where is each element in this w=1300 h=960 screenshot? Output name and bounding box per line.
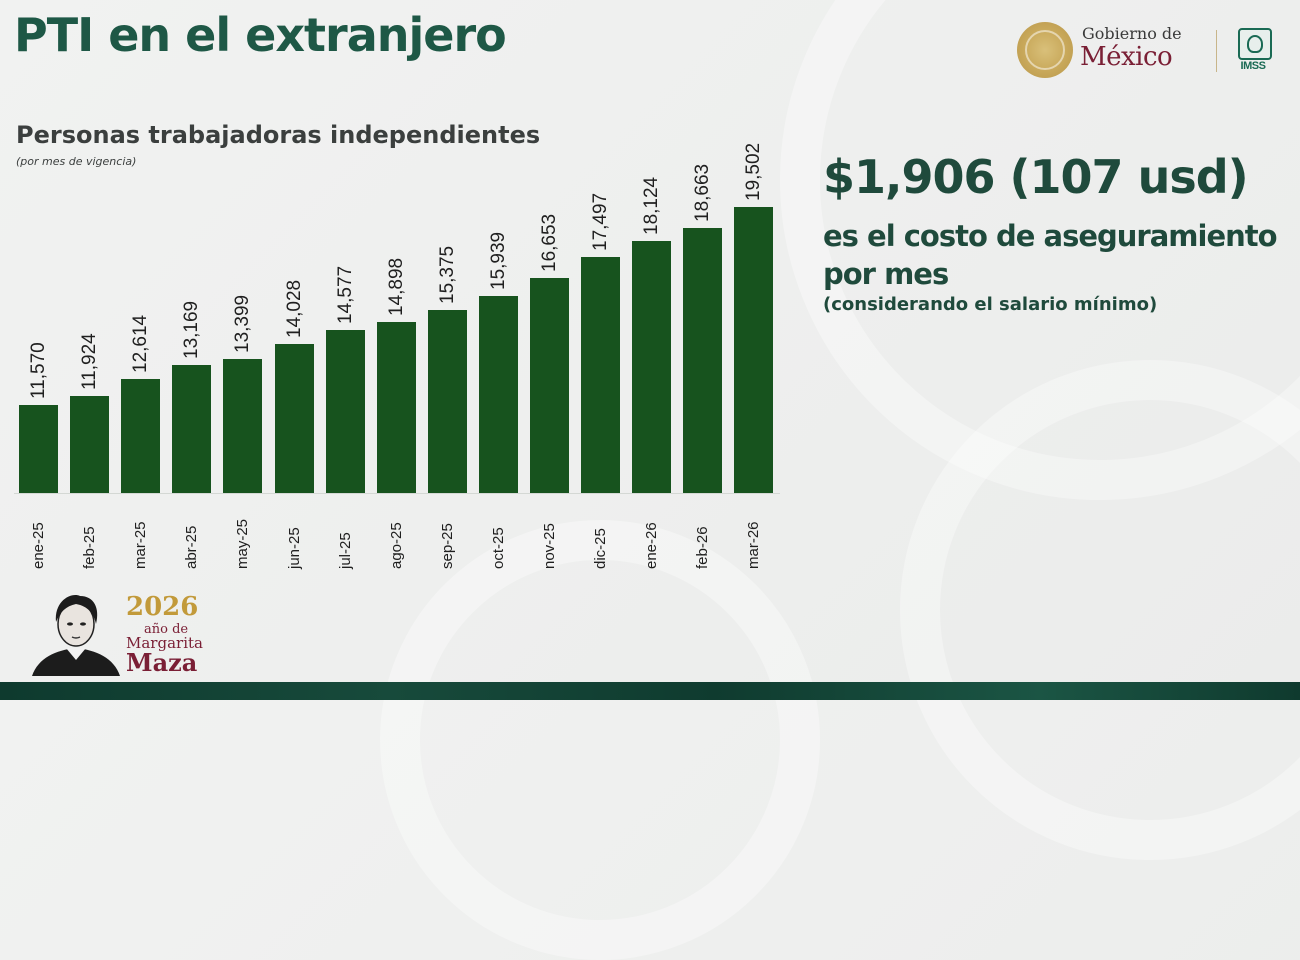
chart-note: (por mes de vigencia) <box>16 155 137 168</box>
bar-value-label: 14,028 <box>283 279 305 338</box>
insurance-cost-note: (considerando el salario mínimo) <box>823 294 1158 315</box>
x-axis-tick-label: ene-25 <box>30 522 47 569</box>
bar-value-label: 13,399 <box>232 295 254 354</box>
imss-logo: IMSS <box>1234 28 1272 74</box>
gobierno-mexico-logo: Gobierno de México IMSS <box>1017 22 1277 82</box>
x-axis-tick-label: ago-25 <box>387 522 405 569</box>
x-axis-tick-label: oct-25 <box>489 527 507 569</box>
x-axis-tick-label: feb-26 <box>694 526 712 569</box>
imss-emblem-icon <box>1238 28 1272 60</box>
bar-oct-25 <box>478 295 518 493</box>
logo-line-1: Gobierno de <box>1082 24 1182 43</box>
x-axis-tick-label: abr-25 <box>183 525 201 569</box>
bar-value-label: 14,577 <box>334 265 356 324</box>
x-axis-tick-label: jul-25 <box>336 532 354 569</box>
insurance-cost-description: es el costo de aseguramiento por mes <box>823 219 1278 291</box>
bar-jun-25 <box>274 343 314 493</box>
bar-value-label: 11,570 <box>28 342 49 399</box>
x-axis-tick-label: nov-25 <box>541 523 558 569</box>
x-axis-tick-label: mar-25 <box>132 521 150 569</box>
logo-divider <box>1216 30 1217 72</box>
bar-value-label: 14,898 <box>385 257 407 316</box>
x-axis-tick-label: dic-25 <box>592 528 610 569</box>
bar-value-label: 18,663 <box>692 163 714 222</box>
page-title: PTI en el extranjero <box>14 8 507 62</box>
bar-abr-25 <box>172 365 212 493</box>
bar-ago-25 <box>376 321 416 493</box>
x-axis-tick-label: feb-25 <box>81 526 99 569</box>
x-axis-tick-label: mar-26 <box>745 521 763 569</box>
bar-chart: 11,570 ene-25 11,924 feb-25 12,614 mar-25 13,1… <box>0 0 790 600</box>
bar-feb-25 <box>70 396 110 493</box>
mexico-seal-icon <box>1017 22 1073 78</box>
bar-sep-25 <box>427 310 467 493</box>
bar-value-label: 18,124 <box>641 177 663 236</box>
bar-dic-25 <box>581 257 621 493</box>
bar-value-label: 19,502 <box>743 142 765 201</box>
bar-may-25 <box>223 359 263 493</box>
bar-value-label: 17,497 <box>590 192 612 252</box>
badge-line-1: año de <box>144 622 189 637</box>
x-axis-tick-label: ene-26 <box>643 522 661 569</box>
imss-label: IMSS <box>1240 60 1266 72</box>
x-axis-tick-label: sep-25 <box>438 523 456 569</box>
bar-ene-25 <box>19 404 58 493</box>
insurance-cost: $1,906 (107 usd) <box>823 150 1249 204</box>
bar-value-label: 16,653 <box>539 213 560 273</box>
footer-band <box>0 682 1300 700</box>
badge-year: 2026 <box>126 592 199 622</box>
x-axis-tick-label: may-25 <box>234 518 252 569</box>
bar-feb-26 <box>683 227 723 493</box>
bar-ene-26 <box>632 241 672 493</box>
bar-value-label: 13,169 <box>181 300 203 360</box>
bar-value-label: 11,924 <box>79 333 101 391</box>
bar-mar-25 <box>121 378 161 493</box>
bar-jul-25 <box>325 329 365 493</box>
badge-line-3: Maza <box>126 648 198 677</box>
margarita-maza-portrait-icon <box>32 595 120 676</box>
bar-mar-26 <box>734 207 774 493</box>
bar-nov-25 <box>530 278 569 493</box>
badge-line-2: Margarita <box>126 634 203 652</box>
x-axis-tick-label: jun-25 <box>285 527 303 569</box>
x-axis-line <box>14 493 780 494</box>
bar-value-label: 12,614 <box>130 314 152 373</box>
margarita-maza-badge: 2026 año de Margarita Maza <box>28 588 208 677</box>
logo-line-2: México <box>1080 42 1173 72</box>
bar-value-label: 15,939 <box>487 231 509 290</box>
chart-title: Personas trabajadoras independientes <box>16 121 541 149</box>
bar-value-label: 15,375 <box>436 245 458 304</box>
